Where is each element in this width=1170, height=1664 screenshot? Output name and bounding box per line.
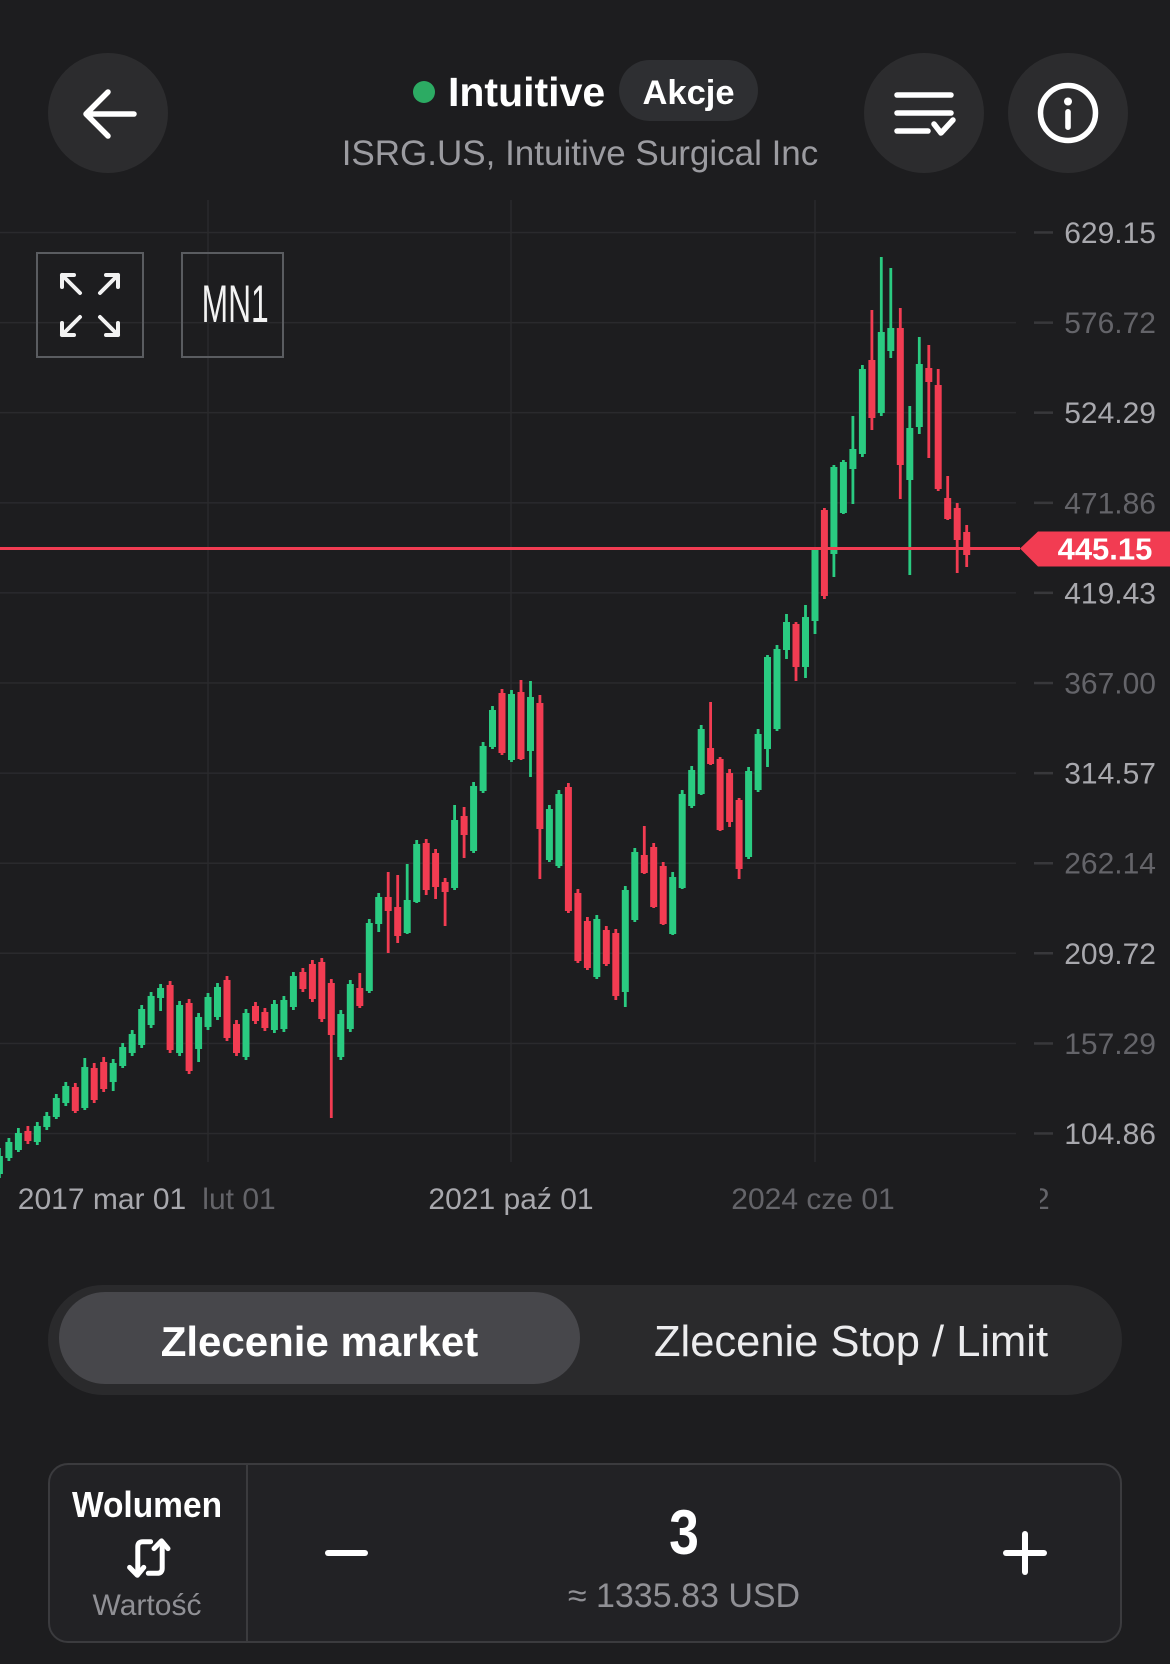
svg-text:2021 paź 01: 2021 paź 01 [428, 1183, 593, 1216]
svg-text:471.86: 471.86 [1064, 487, 1156, 520]
svg-text:262.14: 262.14 [1064, 848, 1156, 881]
svg-text:419.43: 419.43 [1064, 577, 1156, 610]
svg-text:367.00: 367.00 [1064, 668, 1156, 701]
svg-text:445.15: 445.15 [1058, 532, 1153, 567]
svg-text:157.29: 157.29 [1064, 1028, 1156, 1061]
svg-text:2017 mar 01: 2017 mar 01 [18, 1183, 186, 1216]
svg-text:2: 2 [1033, 1183, 1050, 1216]
svg-text:lut 01: lut 01 [202, 1183, 275, 1216]
svg-text:524.29: 524.29 [1064, 397, 1156, 430]
svg-text:209.72: 209.72 [1064, 938, 1156, 971]
svg-text:104.86: 104.86 [1064, 1118, 1156, 1151]
svg-text:2024 cze 01: 2024 cze 01 [731, 1183, 894, 1216]
svg-text:576.72: 576.72 [1064, 307, 1156, 340]
svg-text:629.15: 629.15 [1064, 217, 1156, 250]
svg-text:314.57: 314.57 [1064, 758, 1156, 791]
